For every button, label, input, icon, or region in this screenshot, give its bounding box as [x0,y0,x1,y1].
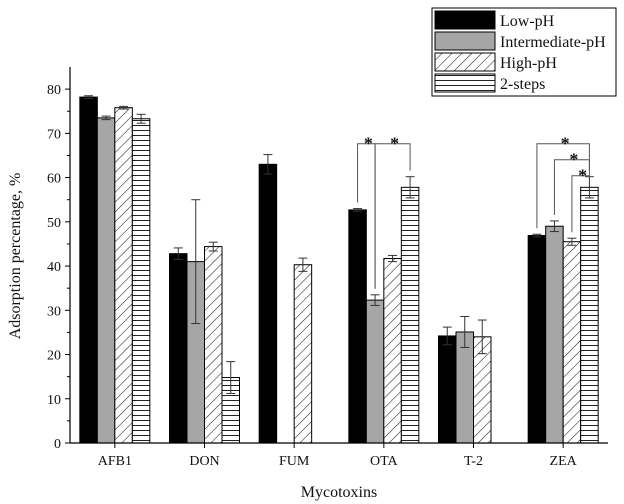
bar-solid-gray-afb1 [96,117,116,444]
bar-diagonal-hatch-ota [383,258,402,444]
significance-bracket [536,143,590,229]
x-tick-label: ZEA [550,454,578,469]
bar-diagonal-hatch-zea [562,241,582,444]
legend-swatch-diagonal-hatch [434,52,496,72]
legend-label: Low-pH [500,13,555,30]
significance-bracket [553,159,590,215]
y-tick-label: 10 [47,393,61,408]
bar-solid-gray-zea [545,225,564,444]
significance-star: * [569,150,578,170]
bar-solid-black-t-2 [438,335,457,444]
bar-solid-black-zea [527,235,547,444]
bar-horizontal-hatch-zea [580,186,599,444]
significance-star: * [390,134,399,154]
significance-bracket [571,170,590,233]
x-tick-label: OTA [370,454,399,469]
y-tick-label: 0 [54,437,61,452]
legend-swatch-solid-gray [434,31,496,51]
x-tick-label: FUM [279,454,310,469]
y-tick-label: 60 [47,172,61,187]
bar-solid-gray-ota [365,299,385,444]
bar-solid-black-ota [348,209,367,444]
bar-horizontal-hatch-afb1 [131,118,151,444]
x-tick-label: T-2 [464,454,483,469]
significance-star: * [561,134,570,154]
y-tick-label: 80 [47,83,61,98]
significance-star: * [364,134,373,154]
y-axis-title: Adsorption percentage, % [7,173,24,340]
y-tick-label: 70 [47,127,61,142]
bar-solid-black-don [169,253,188,444]
legend: Low-pH Intermediate-pH High-pH 2-steps [431,7,617,97]
legend-label: 2-steps [500,76,545,93]
bar-diagonal-hatch-afb1 [114,107,133,444]
y-tick-label: 30 [47,304,61,319]
legend-label: High-pH [500,55,557,72]
bar-solid-black-afb1 [79,96,98,444]
y-tick-label: 50 [47,216,61,231]
legend-swatch-solid-black [434,10,496,30]
bar-solid-black-fum [258,163,278,444]
y-tick-label: 20 [47,349,61,364]
significance-star: * [578,166,587,186]
x-tick-label: DON [189,454,219,469]
significance-bracket [374,143,411,289]
legend-swatch-horizontal-hatch [434,73,496,93]
bar-diagonal-hatch-fum [293,264,313,444]
x-tick-label: AFB1 [98,454,132,469]
bar-diagonal-hatch-don [204,246,223,444]
bar-horizontal-hatch-ota [400,186,420,444]
x-axis-title: Mycotoxins [301,484,377,501]
y-tick-label: 40 [47,260,61,275]
legend-label: Intermediate-pH [500,34,606,51]
bar-solid-gray-t-2 [455,331,474,444]
